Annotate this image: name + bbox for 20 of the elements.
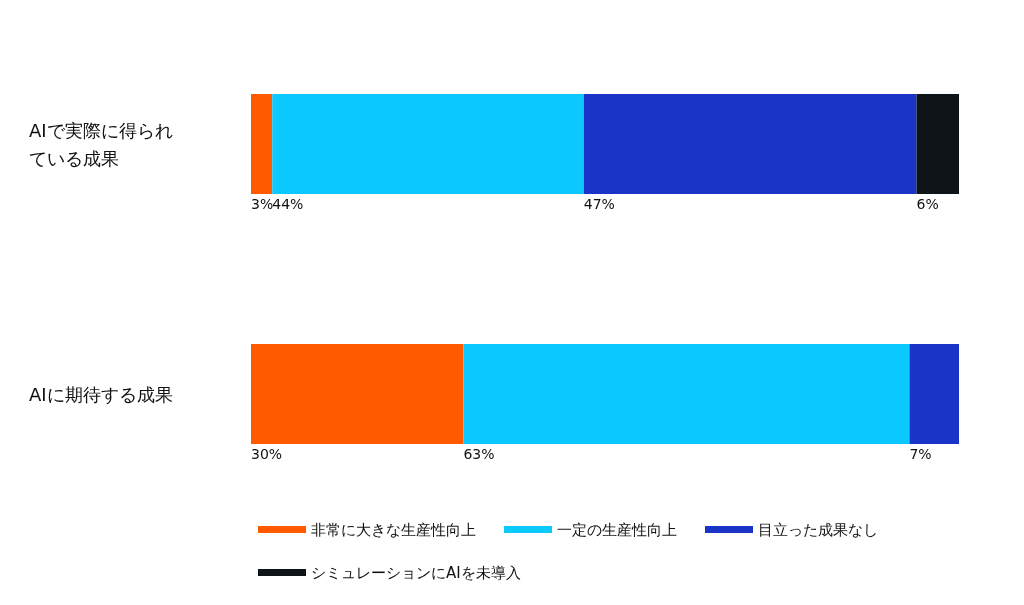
bar <box>251 94 273 194</box>
legend-label: 目立った成果なし <box>758 520 878 539</box>
legend-label: 一定の生産性向上 <box>557 520 677 539</box>
y-tick-label: AIで実際に得られている成果 <box>29 119 173 169</box>
bar <box>251 344 464 444</box>
bar <box>583 94 917 194</box>
data-label: 63% <box>463 446 495 462</box>
bar <box>463 344 910 444</box>
bar <box>916 94 959 194</box>
data-label: 44% <box>272 196 304 212</box>
data-label: 7% <box>909 446 932 462</box>
bar <box>272 94 584 194</box>
bar <box>909 344 959 444</box>
y-tick-label: AIに期待する成果 <box>29 383 173 405</box>
data-label: 30% <box>251 446 283 462</box>
legend-label: 非常に大きな生産性向上 <box>311 520 476 539</box>
legend-label: シミュレーションにAIを未導入 <box>311 563 521 582</box>
data-label: 6% <box>916 196 939 212</box>
data-label: 47% <box>583 196 615 212</box>
data-label: 3% <box>251 196 274 212</box>
